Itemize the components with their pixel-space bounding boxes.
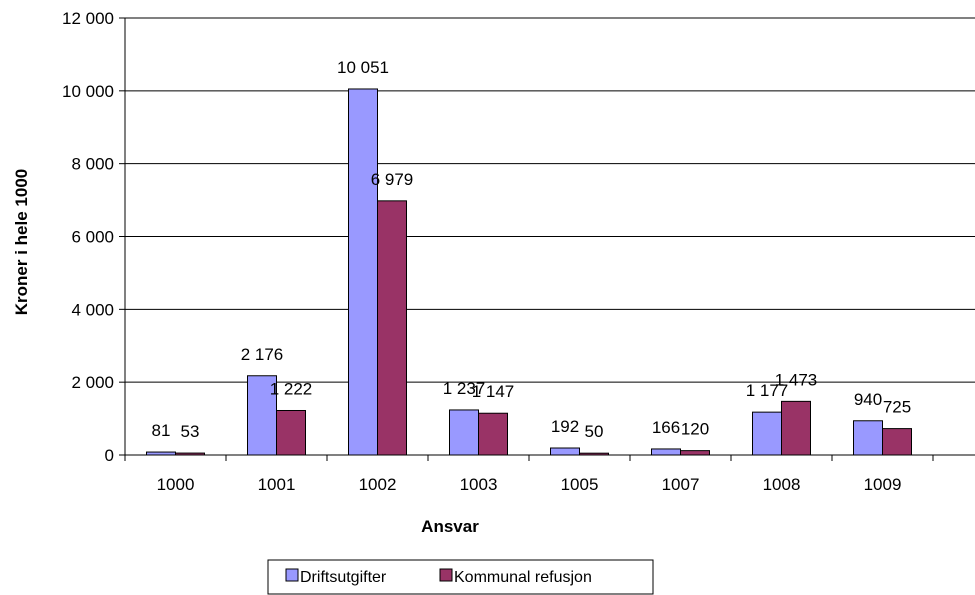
bar-kommunal-refusjon xyxy=(781,400,811,456)
y-tick-label: 4 000 xyxy=(71,300,114,319)
data-label: 53 xyxy=(181,422,200,441)
bar-driftsutgifter xyxy=(853,420,883,456)
bar-kommunal-refusjon xyxy=(882,428,912,456)
bar-driftsutgifter xyxy=(651,448,681,456)
bar-driftsutgifter xyxy=(752,411,782,456)
bar-driftsutgifter xyxy=(348,88,378,456)
data-label: 50 xyxy=(585,422,604,441)
y-axis-ticks: 0 2 000 4 000 6 000 8 000 10 000 12 000 xyxy=(62,9,125,465)
data-label: 166 xyxy=(652,418,680,437)
data-label: 2 176 xyxy=(241,345,284,364)
data-label: 725 xyxy=(883,398,911,417)
y-tick-label: 0 xyxy=(105,446,114,465)
bar-kommunal-refusjon xyxy=(276,409,306,456)
legend-label-kommunal-refusjon: Kommunal refusjon xyxy=(454,569,592,586)
legend-label-driftsutgifter: Driftsutgifter xyxy=(300,569,387,586)
y-tick-label: 8 000 xyxy=(71,155,114,174)
x-tick-label: 1005 xyxy=(561,475,599,494)
x-tick-label: 1000 xyxy=(157,475,195,494)
data-label: 81 xyxy=(152,421,171,440)
data-label: 192 xyxy=(551,417,579,436)
bars xyxy=(146,88,912,456)
data-label: 1 177 xyxy=(746,381,789,400)
y-tick-label: 6 000 xyxy=(71,228,114,247)
data-label: 1 237 xyxy=(443,379,486,398)
data-label: 940 xyxy=(854,390,882,409)
x-axis-title: Ansvar xyxy=(421,517,479,536)
data-label: 6 979 xyxy=(371,170,414,189)
x-tick-label: 1008 xyxy=(763,475,801,494)
y-tick-label: 2 000 xyxy=(71,373,114,392)
bar-kommunal-refusjon xyxy=(478,412,508,456)
bar-kommunal-refusjon xyxy=(377,200,407,456)
gridlines xyxy=(125,17,975,383)
legend-swatch-kommunal-refusjon xyxy=(439,568,453,582)
legend-box xyxy=(267,559,654,595)
bar-kommunal-refusjon xyxy=(680,450,710,456)
legend-swatch-driftsutgifter xyxy=(285,568,299,582)
data-label: 1 222 xyxy=(270,379,313,398)
x-tick-label: 1002 xyxy=(359,475,397,494)
bar-driftsutgifter xyxy=(449,409,479,456)
y-tick-label: 10 000 xyxy=(62,82,114,101)
x-tick-label: 1007 xyxy=(662,475,700,494)
x-axis-ticks: 1000 1001 1002 1003 1005 1007 1008 1009 xyxy=(124,455,934,494)
data-label: 1 473 xyxy=(775,370,818,389)
data-label: 120 xyxy=(681,420,709,439)
bar-driftsutgifter xyxy=(550,447,580,456)
axes xyxy=(124,18,975,456)
x-tick-label: 1003 xyxy=(460,475,498,494)
x-tick-label: 1001 xyxy=(258,475,296,494)
y-axis-title: Kroner i hele 1000 xyxy=(12,169,31,315)
data-label: 1 147 xyxy=(472,382,515,401)
data-labels: 81 2 176 10 051 1 237 192 166 1 177 940 53 1 222 6… xyxy=(152,58,912,441)
y-tick-label: 12 000 xyxy=(62,9,114,28)
data-label: 10 051 xyxy=(337,58,389,77)
x-tick-label: 1009 xyxy=(864,475,902,494)
legend: Driftsutgifter Kommunal refusjon xyxy=(267,559,654,595)
